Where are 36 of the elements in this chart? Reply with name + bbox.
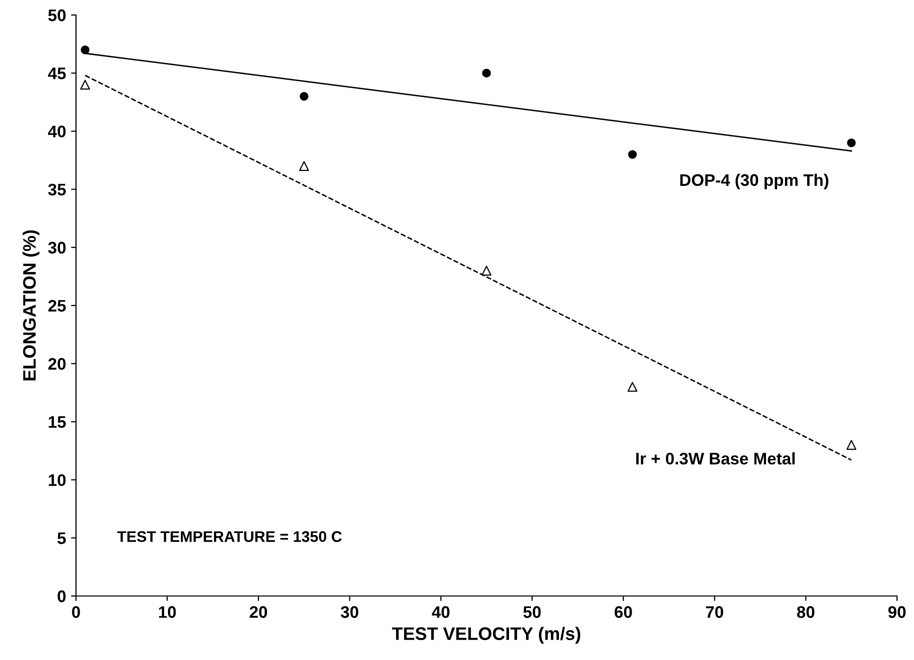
y-tick-label: 20 xyxy=(48,358,66,370)
point xyxy=(300,92,308,101)
y-tick-label: 5 xyxy=(58,532,66,544)
y-tick-label: 15 xyxy=(48,416,66,428)
x-axis-title: TEST VELOCITY (m/s) xyxy=(392,626,580,644)
y-tick-label: 50 xyxy=(48,9,66,22)
y-tick-label: 30 xyxy=(48,242,66,254)
y-tick-label: 0 xyxy=(58,590,66,602)
x-tick-label: 80 xyxy=(797,606,814,618)
x-tick-label: 50 xyxy=(523,606,541,618)
y-tick-label: 10 xyxy=(48,474,66,486)
point xyxy=(628,150,637,159)
y-axis-title: ELONGATION (%) xyxy=(22,230,40,380)
y-tick-label: 25 xyxy=(48,300,66,312)
y-tick-label: 45 xyxy=(48,68,66,80)
x-tick-label: 20 xyxy=(250,606,268,618)
point xyxy=(846,440,856,450)
series-label: Ir + 0.3W Base Metal xyxy=(636,452,795,465)
point xyxy=(847,138,856,148)
series-label: DOP-4 (30 ppm Th) xyxy=(680,174,828,190)
x-tick-label: 70 xyxy=(706,606,724,618)
y-tick-label: 35 xyxy=(48,184,66,196)
x-tick-label: 40 xyxy=(432,606,450,618)
y-tick-label: 40 xyxy=(48,126,66,138)
x-tick-label: 90 xyxy=(888,606,906,618)
point xyxy=(482,266,492,276)
x-tick-label: 60 xyxy=(614,606,632,618)
point xyxy=(299,161,310,172)
x-tick-label: 0 xyxy=(72,606,80,618)
point xyxy=(482,68,491,78)
point xyxy=(80,80,90,90)
point xyxy=(80,46,90,54)
x-tick-label: 10 xyxy=(159,606,176,618)
x-tick-label: 30 xyxy=(340,606,358,618)
annotation: TEST TEMPERATURE = 1350 C xyxy=(117,531,342,542)
point xyxy=(628,382,638,392)
